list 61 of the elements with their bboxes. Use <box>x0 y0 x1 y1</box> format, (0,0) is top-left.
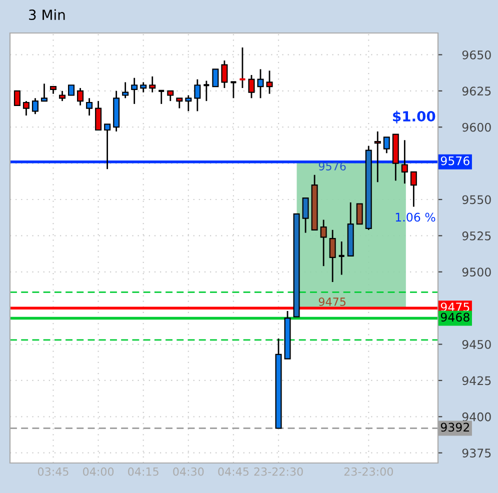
candlestick <box>257 68 264 99</box>
candlestick <box>248 74 255 99</box>
x-tick-label: 04:30 <box>173 467 204 476</box>
x-tick-label: 04:00 <box>83 467 114 476</box>
x-tick-label: 03:45 <box>38 467 68 476</box>
ref-line-label: 9392 <box>440 422 469 432</box>
candlestick <box>202 80 210 102</box>
candlestick <box>140 82 147 94</box>
annotation: 9475 <box>318 298 346 306</box>
y-tick-label: 9550 <box>462 195 491 204</box>
candlestick <box>410 171 417 208</box>
candlestick <box>194 78 201 112</box>
y-tick-label: 9450 <box>462 340 491 349</box>
candlestick <box>185 94 192 112</box>
x-tick-label: 23-22:30 <box>254 467 303 476</box>
annotation: 9576 <box>318 162 346 170</box>
ref-line-label: 9475 <box>440 302 470 312</box>
candlestick <box>59 90 66 102</box>
candlestick <box>77 87 84 106</box>
candlestick <box>167 90 174 102</box>
annotation: $1.00 <box>393 110 436 124</box>
candlestick <box>266 70 273 95</box>
candlestick <box>95 100 102 131</box>
ref-line-label: 9576 <box>440 156 470 166</box>
candlestick <box>230 81 238 99</box>
y-tick-label: 9400 <box>462 412 491 422</box>
candlestick <box>302 197 309 234</box>
candlestick <box>149 76 156 94</box>
candlestick <box>14 90 20 106</box>
y-tick-label: 9425 <box>462 376 491 386</box>
candlestick <box>158 90 166 105</box>
ref-line-label: 9468 <box>440 312 470 322</box>
y-tick-label: 9650 <box>462 50 491 60</box>
candlestick <box>32 97 38 115</box>
candlestick <box>22 100 30 116</box>
candlestick <box>329 229 336 283</box>
candlestick <box>356 203 363 225</box>
candlestick <box>338 240 346 276</box>
candlestick <box>212 68 219 88</box>
candlestick <box>122 82 129 99</box>
candlestick <box>86 97 93 116</box>
y-tick-label: 9625 <box>462 86 491 96</box>
candlestick <box>68 84 75 96</box>
candlestick <box>104 124 111 170</box>
y-tick-label: 9600 <box>462 122 491 132</box>
y-tick-label: 9375 <box>462 448 491 458</box>
candlestick <box>320 219 327 267</box>
chart-title: 3 Min <box>29 9 65 20</box>
candlestick <box>40 82 48 102</box>
x-tick-label: 04:15 <box>128 467 158 476</box>
y-tick-label: 9525 <box>462 231 491 240</box>
candlestick <box>176 97 183 109</box>
annotation: 1.06 % <box>396 212 436 222</box>
candlestick <box>374 130 381 183</box>
candlestick <box>131 77 138 105</box>
candlestick <box>221 60 228 89</box>
candlestick <box>401 139 408 184</box>
x-tick-label: 04:45 <box>218 467 248 476</box>
candlestick <box>383 136 390 154</box>
y-tick-label: 9500 <box>462 268 491 277</box>
x-tick-label: 23-23:00 <box>344 467 393 476</box>
